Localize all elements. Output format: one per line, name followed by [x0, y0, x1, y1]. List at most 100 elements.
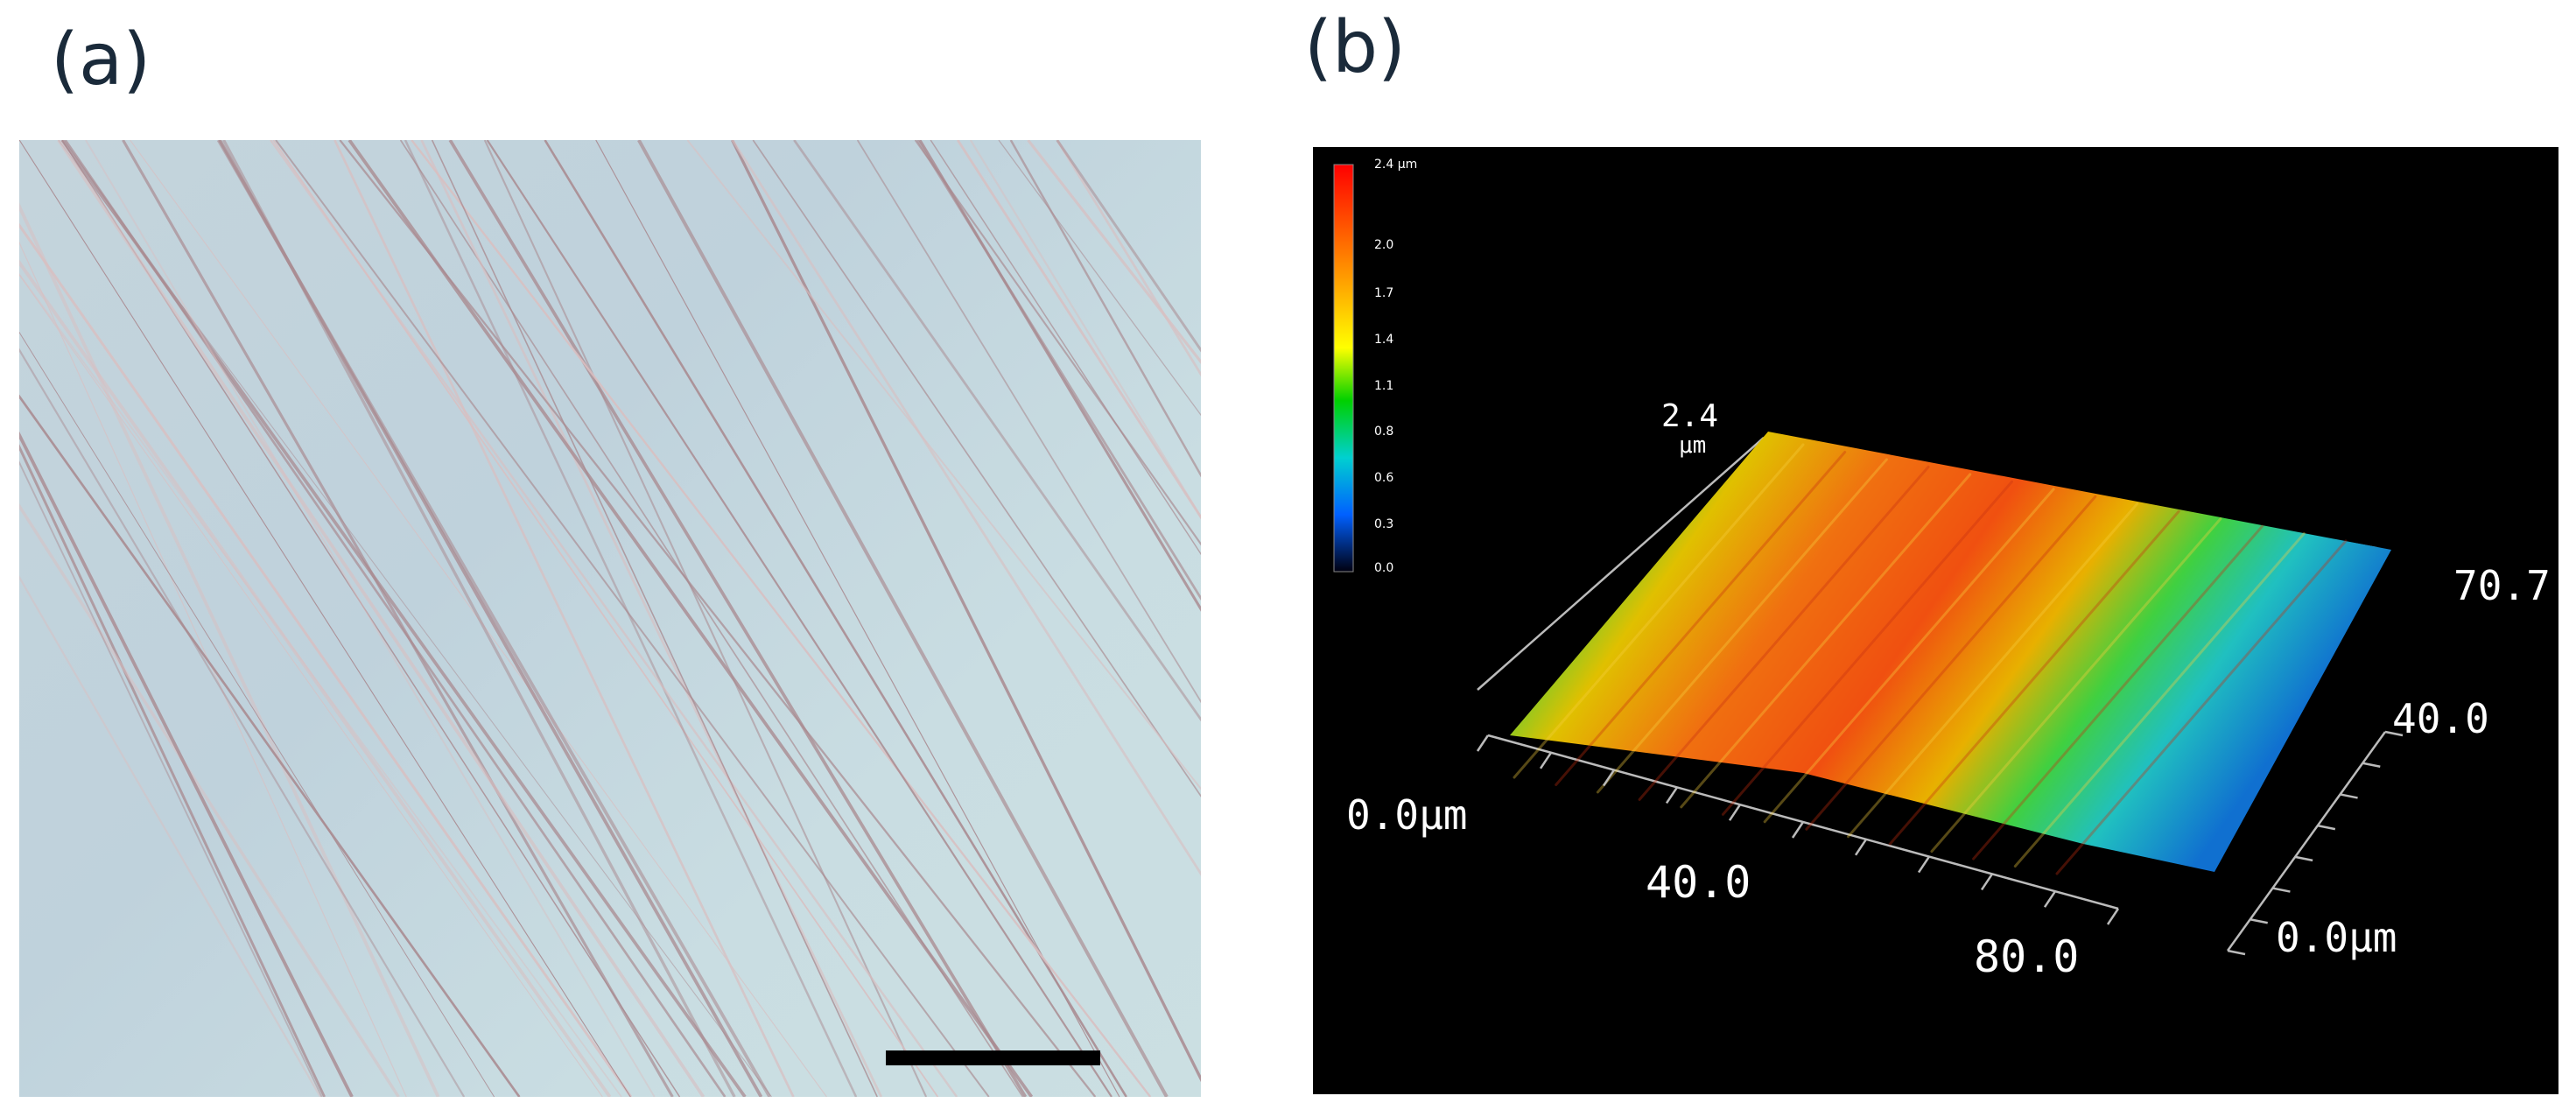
scratch-line — [420, 140, 883, 1097]
scratch-line — [122, 140, 674, 1097]
y-tick — [2362, 762, 2381, 768]
ridge-line — [1972, 524, 2264, 861]
x-tick — [1791, 821, 1805, 839]
scratch-line — [19, 222, 633, 1097]
scratch-line — [637, 140, 1169, 1097]
scratch-line — [731, 140, 1201, 1083]
z-axis-unit: μm — [1679, 432, 1707, 459]
scratch-line — [339, 140, 1097, 1097]
x-tick — [1917, 855, 1931, 874]
scratch-line — [57, 140, 705, 1097]
scratch-texture — [19, 140, 1201, 1097]
panel-label-a: (a) — [51, 18, 151, 102]
ridge-line — [1721, 480, 2013, 816]
scratch-line — [856, 140, 1201, 704]
ridge-line — [1847, 502, 2139, 839]
scratch-line — [19, 348, 466, 1097]
optical-micrograph — [19, 140, 1201, 1097]
colorbar-tick: 0.3 — [1374, 517, 1394, 531]
scratch-line — [19, 460, 323, 1097]
scratch-line — [1056, 140, 1201, 353]
scratch-line — [19, 140, 631, 1097]
topography-surface — [1510, 432, 2391, 872]
scratch-line — [270, 140, 958, 1097]
scratch-line — [544, 140, 1127, 1097]
scratch-line — [686, 140, 1201, 790]
ridge-line — [2055, 539, 2348, 875]
y-tick — [2384, 730, 2404, 737]
scratch-line — [1009, 140, 1201, 478]
y-tick — [2272, 887, 2291, 893]
scratch-line — [483, 140, 928, 1097]
scratch-line — [60, 140, 747, 1097]
scratch-line — [404, 140, 858, 1097]
y-axis-origin-label: 0.0μm — [2276, 914, 2397, 961]
y-axis-mid-label: 40.0 — [2392, 695, 2489, 742]
topography-svg — [1333, 164, 2404, 956]
x-tick — [1602, 769, 1616, 787]
scratch-line — [19, 575, 322, 1097]
colorbar-tick: 1.1 — [1374, 379, 1394, 393]
ridge-line — [1596, 458, 1888, 794]
scratch-line — [1027, 140, 1201, 364]
scratch-line — [275, 140, 990, 1097]
scratch-line — [19, 273, 603, 1097]
ridge-line — [1638, 465, 1930, 801]
x-tick — [2043, 890, 2057, 908]
scratch-line — [411, 140, 1152, 1097]
scratch-line — [19, 331, 495, 1097]
scale-bar — [886, 1050, 1100, 1065]
scratch-line — [85, 140, 656, 1097]
x-tick — [2106, 908, 2120, 925]
scratch-line — [218, 140, 763, 1097]
ridge-line — [1888, 509, 2180, 846]
ridge-line — [1763, 488, 2055, 824]
colorbar — [1333, 164, 1354, 573]
colorbar-tick: 1.7 — [1374, 286, 1394, 300]
x-tick — [1854, 839, 1868, 856]
ridge-line — [1680, 473, 1972, 809]
y-tick — [2250, 918, 2268, 924]
axis-ticks — [1476, 730, 2404, 956]
x-tick — [1980, 873, 1994, 891]
surface-ridges — [1513, 443, 2348, 875]
scratch-line — [486, 140, 1113, 1097]
colorbar-max-label: 2.4 μm — [1374, 158, 1418, 172]
scratch-line — [914, 140, 1201, 546]
surface-topography-plot: 2.4 μm 2.0 1.7 1.4 1.1 0.8 0.6 0.3 0.0 2… — [1313, 147, 2558, 1094]
scratch-line — [19, 431, 354, 1097]
scratch-line — [969, 140, 1201, 519]
x-tick — [1539, 752, 1553, 769]
x-tick — [1728, 804, 1742, 821]
y-axis-end-label: 70.7 — [2453, 562, 2551, 609]
scratch-line — [998, 140, 1201, 417]
ridge-line — [1513, 443, 1805, 779]
ridge-line — [2013, 532, 2306, 868]
ridge-line — [1930, 517, 2222, 854]
scratch-line — [1056, 140, 1201, 377]
y-tick — [2340, 793, 2358, 799]
scratch-line — [19, 259, 612, 1097]
scratch-line — [731, 140, 1201, 876]
origin-label: 0.0μm — [1346, 791, 1468, 839]
ridge-line — [1555, 450, 1847, 786]
panel-label-b: (b) — [1304, 6, 1407, 89]
scratch-line — [19, 444, 326, 1097]
y-tick — [2294, 855, 2313, 862]
colorbar-tick: 1.4 — [1374, 333, 1394, 347]
x-tick — [1476, 734, 1490, 752]
x-tick — [1665, 786, 1679, 804]
scratch-line — [347, 140, 1034, 1097]
scratch-line — [19, 502, 400, 1097]
scratch-line — [918, 140, 1201, 612]
y-tick — [2317, 824, 2336, 831]
scratch-line — [595, 140, 1120, 1097]
scratch-line — [19, 202, 440, 1097]
x-axis-mid-label: 40.0 — [1646, 857, 1751, 908]
z-axis-value: 2.4 — [1661, 398, 1719, 434]
scratch-line — [793, 140, 1201, 722]
scratch-line — [956, 140, 1201, 520]
scratch-line — [431, 140, 878, 1097]
colorbar-tick: 0.8 — [1374, 425, 1394, 439]
colorbar-tick: 0.0 — [1374, 561, 1394, 575]
